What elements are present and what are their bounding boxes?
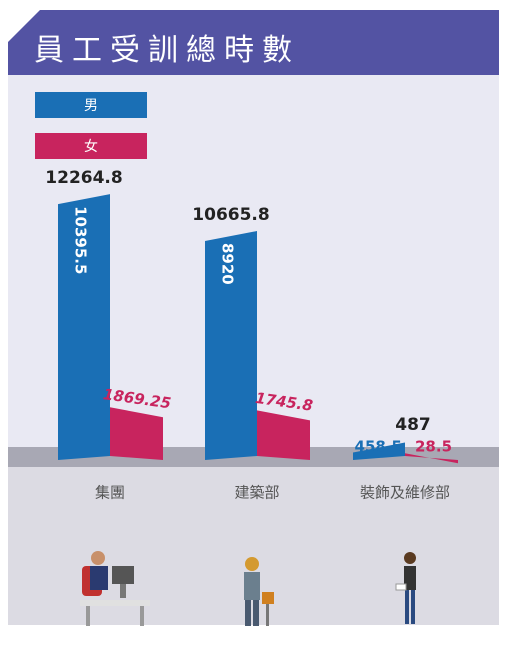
total-label: 12264.8: [45, 168, 122, 188]
category-label: 裝飾及維修部: [360, 484, 450, 502]
chart-title: 員工受訓總時數: [34, 33, 300, 68]
page: {"chart_data": {"type": "bar", "title": …: [0, 0, 507, 658]
chart: 員工受訓總時數 男 女 集團10395.51869.2512264.8建築部89…: [0, 0, 507, 654]
value-label: 28.5: [415, 438, 452, 456]
value-label: 10395.5: [72, 206, 90, 274]
total-label: 10665.8: [192, 205, 269, 225]
legend-label: 女: [84, 138, 98, 155]
value-label: 8920: [219, 243, 237, 285]
total-label: 487: [395, 415, 431, 435]
category-label: 建築部: [234, 484, 279, 502]
legend-label: 男: [84, 98, 98, 114]
value-label: 458.5: [355, 438, 402, 456]
category-label: 集團: [95, 484, 125, 502]
